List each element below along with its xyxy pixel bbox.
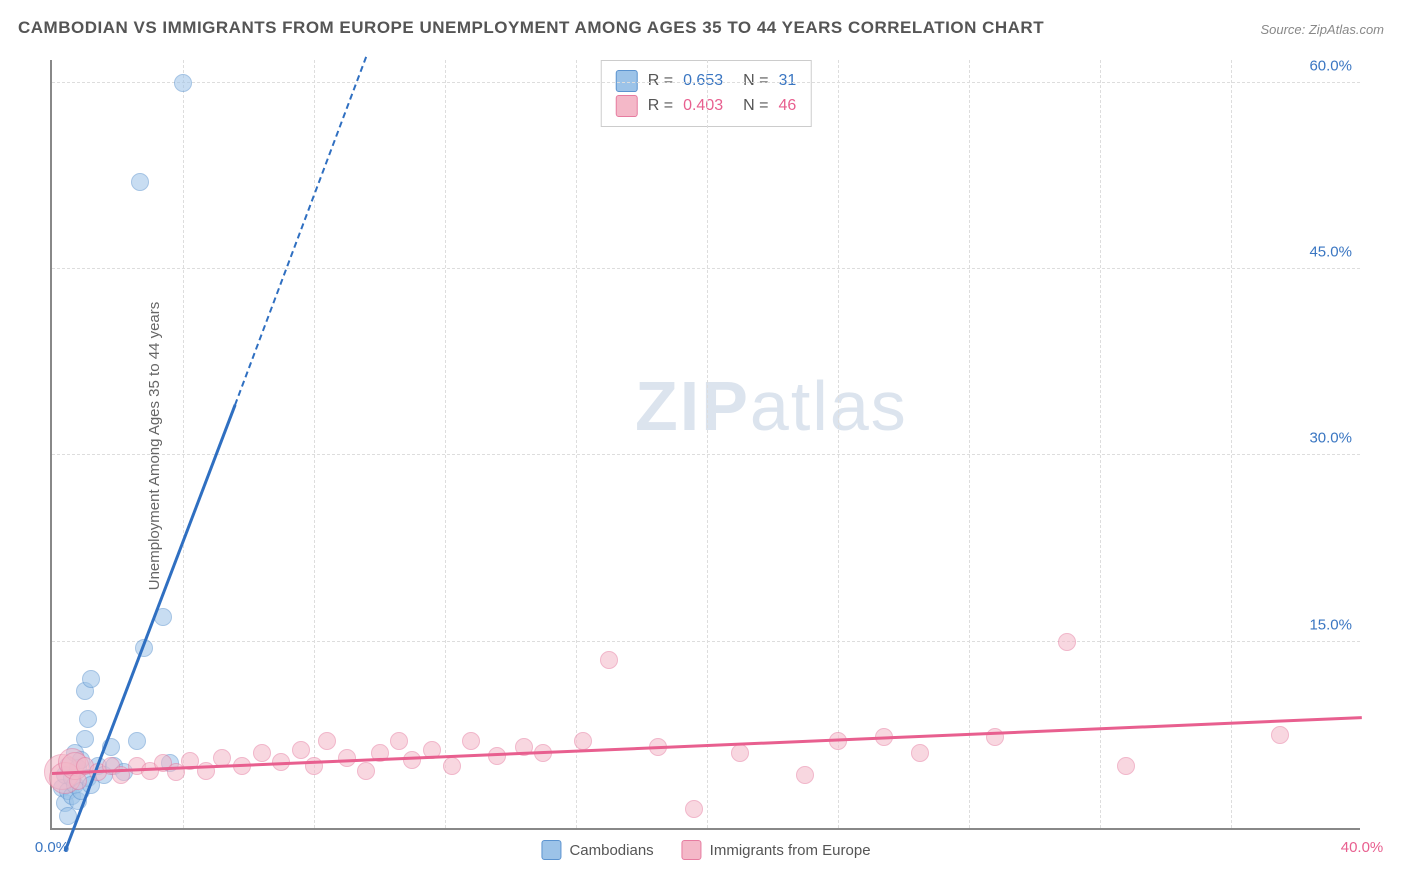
legend-swatch xyxy=(682,840,702,860)
gridline-v xyxy=(838,60,839,828)
chart-container: CAMBODIAN VS IMMIGRANTS FROM EUROPE UNEM… xyxy=(0,0,1406,892)
legend-series-label: Immigrants from Europe xyxy=(710,842,871,859)
chart-title: CAMBODIAN VS IMMIGRANTS FROM EUROPE UNEM… xyxy=(18,18,1044,38)
y-tick-label: 15.0% xyxy=(1309,616,1352,633)
scatter-point xyxy=(292,741,310,759)
scatter-point xyxy=(131,173,149,191)
scatter-point xyxy=(1117,757,1135,775)
gridline-v xyxy=(445,60,446,828)
legend-swatch xyxy=(541,840,561,860)
scatter-point xyxy=(79,710,97,728)
gridline-h xyxy=(52,82,1360,83)
scatter-point xyxy=(318,732,336,750)
legend-r-value: 0.403 xyxy=(683,97,723,115)
x-tick-label: 40.0% xyxy=(1341,839,1384,856)
scatter-point xyxy=(390,732,408,750)
scatter-point xyxy=(253,744,271,762)
scatter-point xyxy=(174,74,192,92)
source-attribution: Source: ZipAtlas.com xyxy=(1260,22,1384,37)
trend-line xyxy=(64,404,237,852)
legend-n-value: 46 xyxy=(778,97,796,115)
gridline-v xyxy=(576,60,577,828)
gridline-h xyxy=(52,454,1360,455)
scatter-point xyxy=(574,732,592,750)
scatter-point xyxy=(128,732,146,750)
scatter-point xyxy=(1271,726,1289,744)
gridline-v xyxy=(314,60,315,828)
legend-series-label: Cambodians xyxy=(569,842,653,859)
gridline-v xyxy=(969,60,970,828)
scatter-point xyxy=(82,670,100,688)
scatter-point xyxy=(443,757,461,775)
legend-swatch xyxy=(616,95,638,117)
gridline-h xyxy=(52,268,1360,269)
y-tick-label: 30.0% xyxy=(1309,430,1352,447)
gridline-h xyxy=(52,641,1360,642)
legend-correlation-row: R = 0.403 N = 46 xyxy=(616,95,797,117)
scatter-point xyxy=(796,766,814,784)
legend-series-item: Immigrants from Europe xyxy=(682,840,871,860)
gridline-v xyxy=(1231,60,1232,828)
y-tick-label: 60.0% xyxy=(1309,57,1352,74)
scatter-point xyxy=(462,732,480,750)
legend-series-item: Cambodians xyxy=(541,840,653,860)
legend-r-label: R = xyxy=(648,97,673,115)
watermark: ZIPatlas xyxy=(635,366,908,446)
scatter-point xyxy=(357,762,375,780)
y-tick-label: 45.0% xyxy=(1309,244,1352,261)
plot-area: ZIPatlas R =0.653N =31R =0.403N =46 Camb… xyxy=(50,60,1360,830)
gridline-v xyxy=(1100,60,1101,828)
scatter-point xyxy=(1058,633,1076,651)
scatter-point xyxy=(911,744,929,762)
legend-n-label: N = xyxy=(743,97,768,115)
scatter-point xyxy=(685,800,703,818)
trend-line xyxy=(234,57,367,405)
scatter-point xyxy=(600,651,618,669)
scatter-point xyxy=(76,730,94,748)
correlation-legend: R =0.653N =31R =0.403N =46 xyxy=(601,60,812,127)
gridline-v xyxy=(707,60,708,828)
scatter-point xyxy=(731,744,749,762)
gridline-v xyxy=(183,60,184,828)
series-legend: Cambodians Immigrants from Europe xyxy=(541,840,870,860)
